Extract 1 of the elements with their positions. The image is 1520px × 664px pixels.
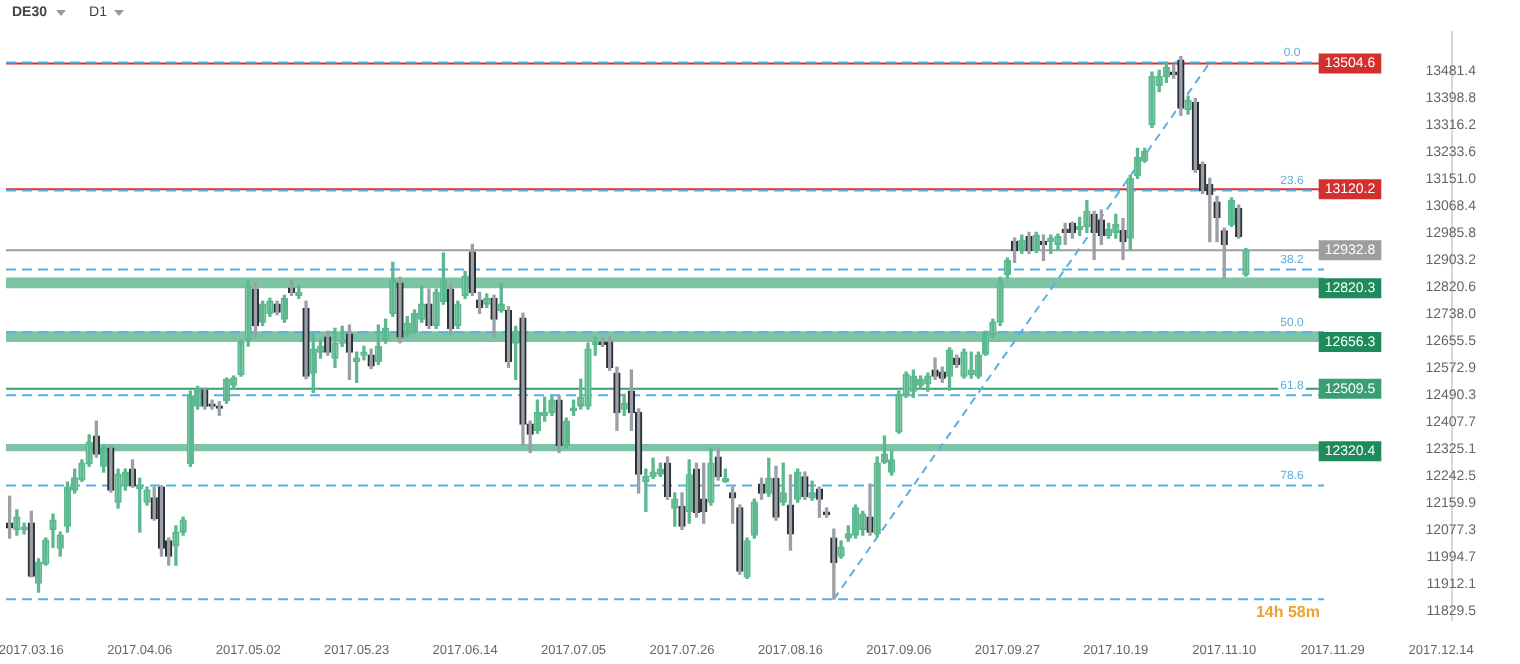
annotation: 14h 58m	[1255, 602, 1320, 621]
